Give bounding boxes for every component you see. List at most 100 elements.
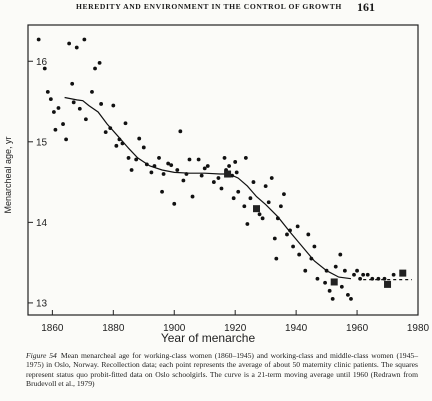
recollection-point — [370, 276, 375, 281]
recollection-point — [172, 201, 177, 206]
figure-caption: Figure 54 Mean menarcheal age for working… — [26, 351, 418, 389]
y-axis-title: Menarcheal age, yr — [3, 136, 13, 213]
recollection-point — [382, 276, 387, 281]
recollection-point — [71, 100, 76, 105]
recollection-point — [323, 280, 327, 285]
recollection-point — [175, 168, 180, 172]
recollection-point — [137, 136, 142, 141]
caption-text: Mean menarcheal age for working-class wo… — [26, 351, 418, 389]
recollection-point — [199, 173, 204, 178]
data-marks — [36, 37, 412, 301]
y-tick-label: 16 — [36, 57, 48, 68]
recollection-point — [56, 106, 61, 110]
recollection-point — [184, 172, 189, 176]
status-quo-square — [399, 269, 407, 277]
recollection-point — [149, 170, 154, 175]
recollection-point — [216, 176, 221, 180]
status-quo-square — [384, 280, 392, 288]
recollection-point — [205, 164, 210, 168]
recollection-point — [51, 110, 56, 114]
recollection-point — [243, 156, 248, 160]
recollection-point — [99, 102, 104, 106]
plot-frame — [27, 24, 419, 316]
recollection-point — [166, 161, 171, 166]
recollection-point — [234, 170, 239, 175]
recollection-point — [45, 89, 50, 94]
recollection-point — [263, 184, 268, 189]
recollection-point — [327, 288, 332, 293]
status-quo-square — [330, 278, 338, 286]
recollection-point — [144, 162, 149, 167]
recollection-point — [53, 127, 58, 132]
recollection-point — [291, 244, 295, 249]
recollection-point — [339, 284, 344, 289]
y-tick-label: 13 — [36, 298, 48, 309]
recollection-point — [134, 157, 139, 162]
recollection-point — [346, 292, 350, 297]
recollection-point — [365, 272, 370, 277]
recollection-point — [242, 204, 247, 209]
x-tick-label: 1980 — [407, 323, 430, 334]
recollection-point — [355, 268, 359, 273]
recollection-point — [295, 224, 300, 229]
recollection-point — [288, 228, 292, 233]
recollection-point — [349, 296, 353, 301]
recollection-point — [248, 196, 253, 201]
recollection-point — [126, 156, 131, 160]
recollection-point — [257, 212, 262, 217]
recollection-point — [309, 256, 314, 261]
recollection-point — [111, 103, 116, 108]
recollection-point — [64, 137, 68, 142]
recollection-point — [227, 164, 231, 168]
recollection-point — [48, 97, 53, 102]
running-head: HEREDITY AND ENVIRONMENT IN THE CONTROL … — [76, 2, 342, 11]
recollection-point — [67, 41, 72, 46]
recollection-point — [230, 173, 235, 178]
recollection-point — [222, 156, 227, 160]
recollection-point — [342, 268, 347, 273]
recollection-point — [114, 143, 119, 148]
recollection-point — [120, 141, 125, 146]
recollection-point — [278, 204, 283, 209]
recollection-point — [169, 163, 174, 168]
recollection-point — [333, 264, 338, 269]
recollection-point — [161, 172, 166, 176]
x-tick-label: 1920 — [224, 323, 247, 334]
recollection-point — [269, 176, 274, 180]
recollection-point — [157, 156, 161, 160]
recollection-point — [312, 244, 317, 249]
figure-label: Figure 54 — [26, 351, 57, 360]
recollection-point — [129, 168, 134, 172]
recollection-point — [297, 252, 302, 257]
recollection-point — [61, 122, 65, 126]
recollection-point — [97, 60, 102, 65]
recollection-point — [178, 129, 183, 134]
status-quo-square — [253, 205, 261, 213]
recollection-point — [251, 180, 256, 184]
recollection-point — [231, 196, 236, 201]
recollection-point — [260, 216, 265, 221]
recollection-point — [306, 232, 311, 237]
moving-average-curve — [64, 96, 352, 280]
recollection-point — [274, 256, 279, 261]
recollection-point — [324, 268, 329, 273]
recollection-point — [352, 272, 356, 277]
recollection-point — [42, 66, 47, 71]
recollection-point — [36, 37, 41, 42]
recollection-point — [275, 216, 280, 221]
status-quo-square — [224, 170, 232, 178]
recollection-point — [77, 106, 82, 111]
recollection-point — [196, 157, 201, 162]
recollection-point — [233, 160, 238, 164]
recollection-point — [361, 272, 366, 277]
recollection-point — [83, 117, 88, 122]
recollection-point — [74, 45, 79, 50]
x-tick-label: 1860 — [41, 323, 64, 334]
axis-ticks: 1860 1880 1900 1920 1940 1960 1980 13 14 15 16 — [28, 57, 430, 334]
recollection-point — [219, 186, 224, 191]
x-axis-title: Year of menarche — [161, 331, 256, 345]
recollection-point — [272, 236, 277, 241]
x-tick-label: 1880 — [102, 323, 125, 334]
